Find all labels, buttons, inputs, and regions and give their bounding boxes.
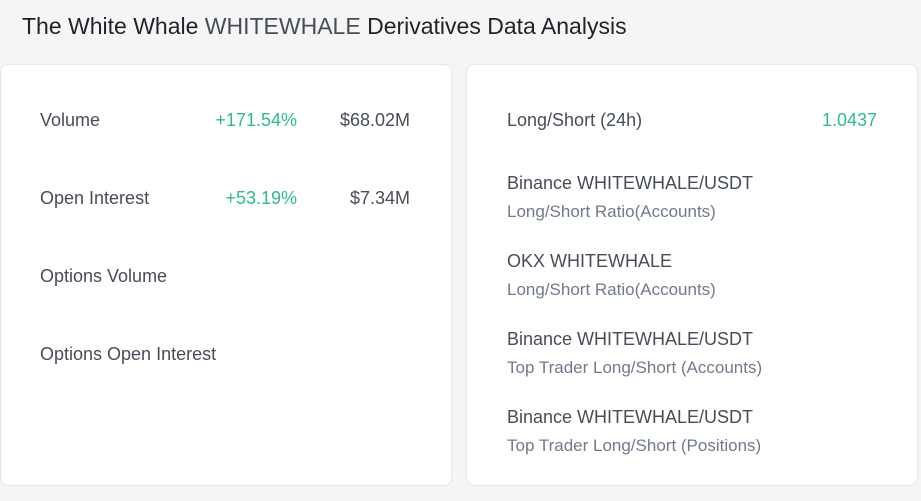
metric-row-options-open-interest: Options Open Interest [1,340,451,368]
ratio-link-binance-top-trader-positions[interactable]: Binance WHITEWHALE/USDT Top Trader Long/… [467,404,917,460]
metric-change: +53.19% [225,188,297,208]
long-short-card: Long/Short (24h) 1.0437 Binance WHITEWHA… [466,64,918,486]
page-title-ticker: WHITEWHALE [204,13,361,39]
ratio-link-title[interactable]: Binance WHITEWHALE/USDT [507,173,754,193]
metric-value: $68.02M [339,110,410,130]
ratio-link-subtitle[interactable]: Long/Short Ratio(Accounts) [507,202,716,221]
ratio-link-title[interactable]: Binance WHITEWHALE/USDT [507,407,754,427]
metric-value: $7.34M [349,188,410,208]
market-metrics-card: Volume +171.54% $68.02M Open Interest +5… [0,64,452,486]
ratio-link-subtitle[interactable]: Long/Short Ratio(Accounts) [507,280,716,299]
long-short-label: Long/Short (24h) [507,110,643,130]
metric-row-volume: Volume +171.54% $68.02M [1,106,451,134]
page-title: The White Whale WHITEWHALE Derivatives D… [22,12,627,40]
metric-label: Options Volume [40,266,168,286]
metric-label: Options Open Interest [40,344,217,364]
metric-label: Open Interest [40,188,150,208]
ratio-link-binance-top-trader-accounts[interactable]: Binance WHITEWHALE/USDT Top Trader Long/… [467,326,917,382]
metric-change: +171.54% [215,110,297,130]
metric-row-open-interest: Open Interest +53.19% $7.34M [1,184,451,212]
metric-label: Volume [40,110,101,130]
ratio-link-binance-accounts[interactable]: Binance WHITEWHALE/USDT Long/Short Ratio… [467,170,917,226]
ratio-link-okx-accounts[interactable]: OKX WHITEWHALE Long/Short Ratio(Accounts… [467,248,917,304]
ratio-link-title[interactable]: OKX WHITEWHALE [507,251,673,271]
ratio-link-subtitle[interactable]: Top Trader Long/Short (Positions) [507,436,762,455]
long-short-value: 1.0437 [821,110,877,130]
ratio-link-title[interactable]: Binance WHITEWHALE/USDT [507,329,754,349]
ratio-link-subtitle[interactable]: Top Trader Long/Short (Accounts) [507,358,763,377]
page-title-suffix: Derivatives Data Analysis [360,13,627,39]
page-title-prefix: The White Whale [22,13,205,39]
long-short-row: Long/Short (24h) 1.0437 [467,106,917,134]
metric-row-options-volume: Options Volume [1,262,451,290]
